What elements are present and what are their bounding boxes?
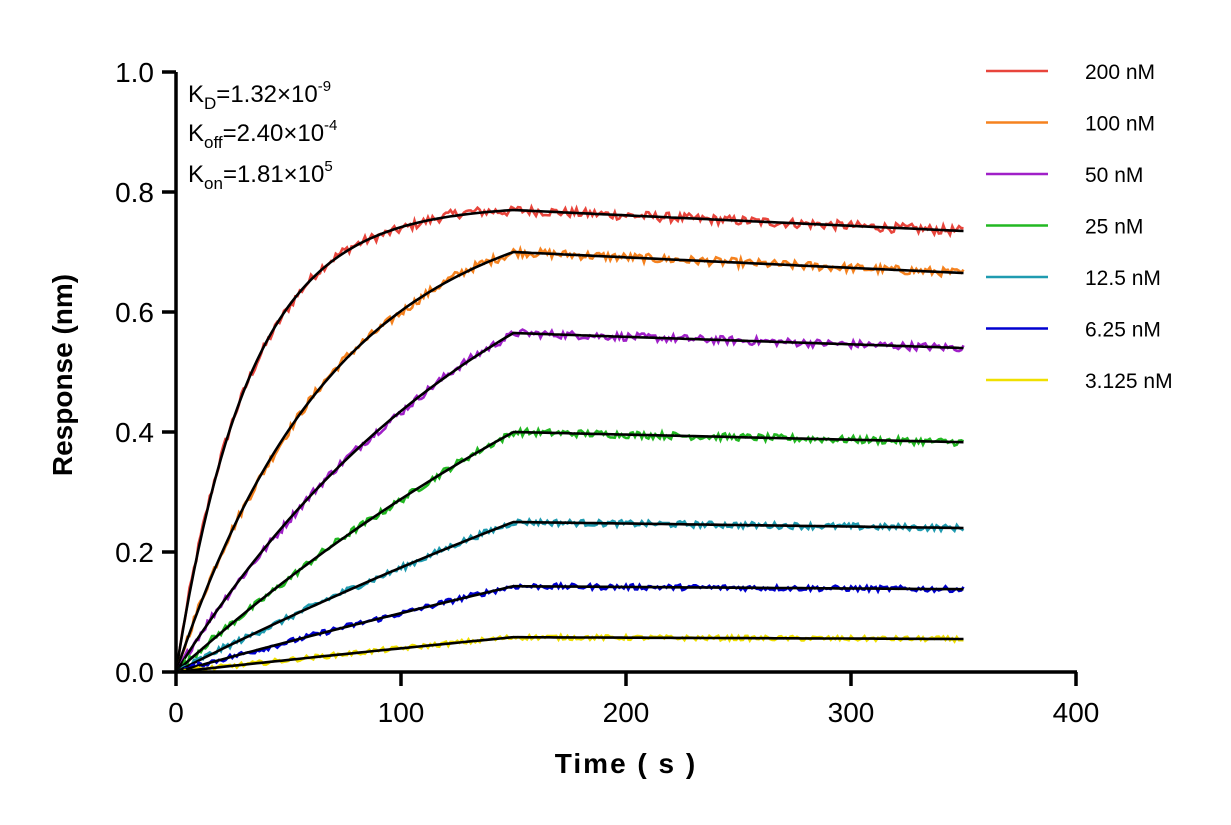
kinetic-constants: KD=1.32×10-9 Koff=2.40×10-4 Kon=1.81×105 [188, 78, 337, 193]
legend-label: 100 nM [1085, 113, 1155, 136]
legend-label: 200 nM [1085, 61, 1155, 84]
x-tick-label: 300 [828, 697, 875, 728]
koff-annotation: Koff=2.40×10-4 [188, 117, 337, 152]
x-axis-title: Time ( s ) [555, 748, 697, 779]
series-line [174, 244, 965, 673]
ticks: 0.0 0.2 0.4 0.6 0.8 1.0 0 100 200 300 400 [115, 57, 1099, 728]
y-tick-label: 0.0 [115, 657, 154, 688]
fit-line [174, 208, 964, 673]
legend-label: 25 nM [1085, 216, 1143, 239]
fit-line [175, 520, 964, 674]
y-tick-label: 0.6 [115, 297, 154, 328]
y-tick-label: 0.4 [115, 417, 154, 448]
series-line [175, 426, 965, 673]
series-line [174, 328, 965, 673]
x-tick-label: 400 [1053, 697, 1100, 728]
legend-label: 3.125 nM [1085, 370, 1173, 393]
y-tick-label: 0.8 [115, 177, 154, 208]
x-tick-label: 200 [603, 697, 650, 728]
x-tick-label: 100 [378, 697, 425, 728]
plot-area [174, 203, 965, 674]
legend-label: 12.5 nM [1085, 267, 1161, 290]
y-axis-title: Response (nm) [47, 274, 78, 476]
kd-annotation: KD=1.32×10-9 [188, 78, 331, 113]
fit-line [175, 430, 964, 673]
legend: 200 nM 100 nM 50 nM 25 nM 12.5 nM 6.25 nM 3.12… [986, 61, 1173, 393]
y-tick-label: 1.0 [115, 57, 154, 88]
fit-line [174, 250, 964, 673]
legend-label: 50 nM [1085, 164, 1143, 187]
legend-label: 6.25 nM [1085, 319, 1161, 342]
y-tick-label: 0.2 [115, 537, 154, 568]
fit-line [175, 635, 964, 674]
fit-line [174, 331, 964, 673]
fit-line [175, 584, 964, 674]
kon-annotation: Kon=1.81×105 [188, 158, 333, 193]
series-line [175, 517, 965, 674]
x-tick-label: 0 [168, 697, 184, 728]
